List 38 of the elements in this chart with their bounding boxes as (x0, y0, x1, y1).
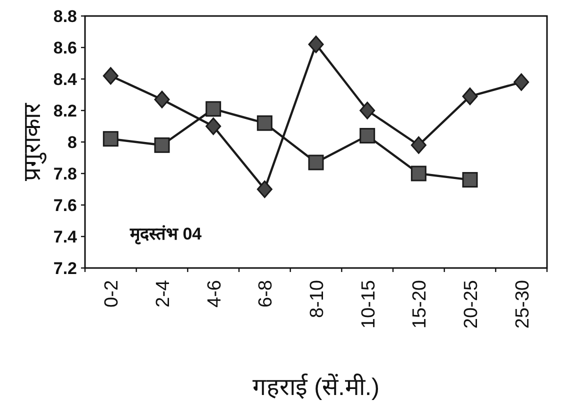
y-tick-label: 7.6 (53, 196, 77, 215)
x-tick-label: 6-8 (256, 280, 277, 308)
x-tick-label: 10-15 (358, 280, 380, 329)
point (102, 131, 118, 147)
point (206, 118, 222, 135)
x-tick-label: 2-4 (153, 280, 174, 308)
point (514, 73, 530, 91)
point (256, 180, 272, 198)
x-axis-title: गहराई (सें.मी.) (252, 373, 380, 401)
point (154, 90, 170, 108)
x-tick-label: 0-2 (102, 280, 123, 308)
y-tick-label: 7.4 (53, 228, 78, 246)
point (308, 154, 324, 170)
point (308, 36, 324, 54)
point (360, 102, 376, 120)
point (360, 128, 376, 144)
x-tick-label: 25-30 (512, 280, 534, 329)
point (154, 137, 170, 153)
point (102, 67, 118, 85)
y-tick-label: 8.6 (53, 38, 77, 58)
x-tick-label: 15-20 (410, 280, 431, 329)
y-tick-label: 8.4 (53, 70, 78, 89)
point (462, 88, 478, 106)
annotation: मृदस्तंभ 04 (129, 224, 202, 244)
x-tick-label: 8-10 (307, 280, 328, 318)
x-tick-label: 4-6 (204, 280, 226, 308)
y-tick-label: 8.2 (53, 102, 77, 120)
point (206, 101, 222, 117)
x-tick-label: 20-25 (461, 280, 482, 329)
point (462, 172, 478, 188)
point (410, 136, 426, 154)
y-tick-label: 7.2 (53, 259, 77, 278)
y-axis-title: प्रगुराकार (19, 102, 47, 181)
y-tick-label: 8.8 (53, 7, 77, 26)
y-tick-label: 8 (68, 133, 77, 152)
point (410, 166, 426, 182)
y-tick-label: 7.8 (53, 164, 77, 184)
point (256, 115, 272, 131)
